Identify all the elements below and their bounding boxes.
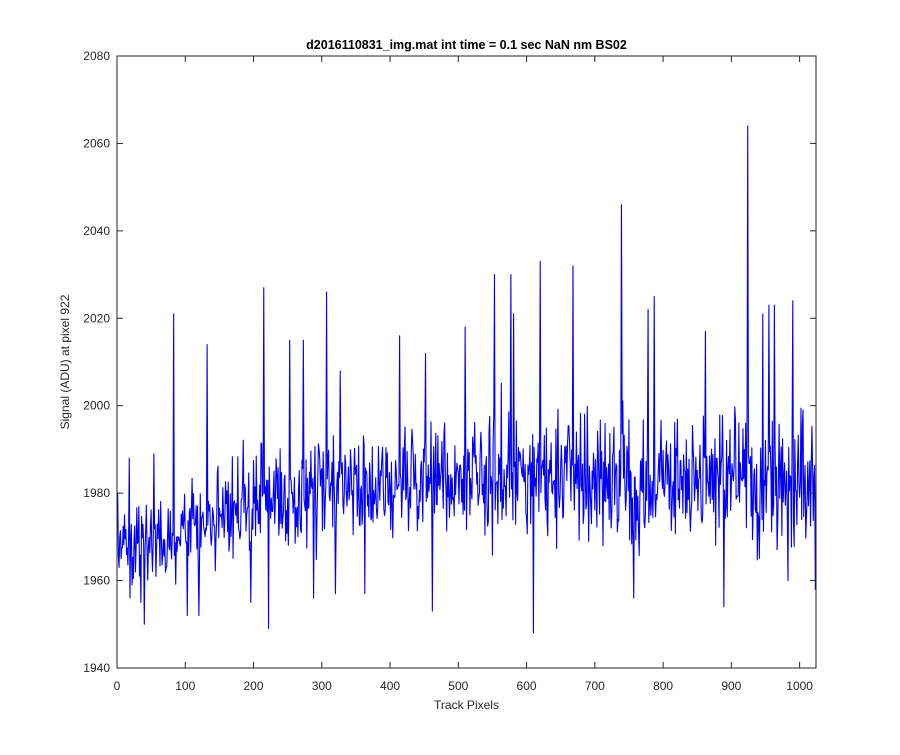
plot-area: [117, 56, 816, 668]
y-axis-ticks: 1940 1960 1980 2000 2020 2040 2060 2080: [83, 49, 816, 675]
x-tick-label: 0: [114, 679, 121, 693]
x-tick-label: 100: [175, 679, 195, 693]
x-tick-label: 300: [312, 679, 332, 693]
y-tick-label: 1980: [83, 486, 110, 500]
x-tick-label: 500: [448, 679, 468, 693]
y-tick-label: 2060: [83, 136, 110, 150]
x-tick-label: 600: [517, 679, 537, 693]
y-axis-label: Signal (ADU) at pixel 922: [58, 294, 72, 429]
y-tick-label: 1940: [83, 661, 110, 675]
series-line: [117, 125, 817, 634]
x-tick-label: 900: [721, 679, 741, 693]
x-tick-label: 1000: [786, 679, 813, 693]
y-tick-label: 2020: [83, 311, 110, 325]
chart-title: d2016110831_img.mat int time = 0.1 sec N…: [306, 38, 627, 52]
data-layer: [117, 125, 817, 634]
x-axis-label: Track Pixels: [434, 698, 499, 712]
x-axis-ticks: 0 100 200 300 400 500 600 700 800 900 1000: [114, 56, 813, 693]
x-tick-label: 800: [653, 679, 673, 693]
x-tick-label: 700: [585, 679, 605, 693]
y-tick-label: 2080: [83, 49, 110, 63]
x-tick-label: 400: [380, 679, 400, 693]
y-tick-label: 1960: [83, 574, 110, 588]
y-tick-label: 2040: [83, 224, 110, 238]
x-tick-label: 200: [244, 679, 264, 693]
axes-box: [116, 55, 817, 669]
y-tick-label: 2000: [83, 399, 110, 413]
